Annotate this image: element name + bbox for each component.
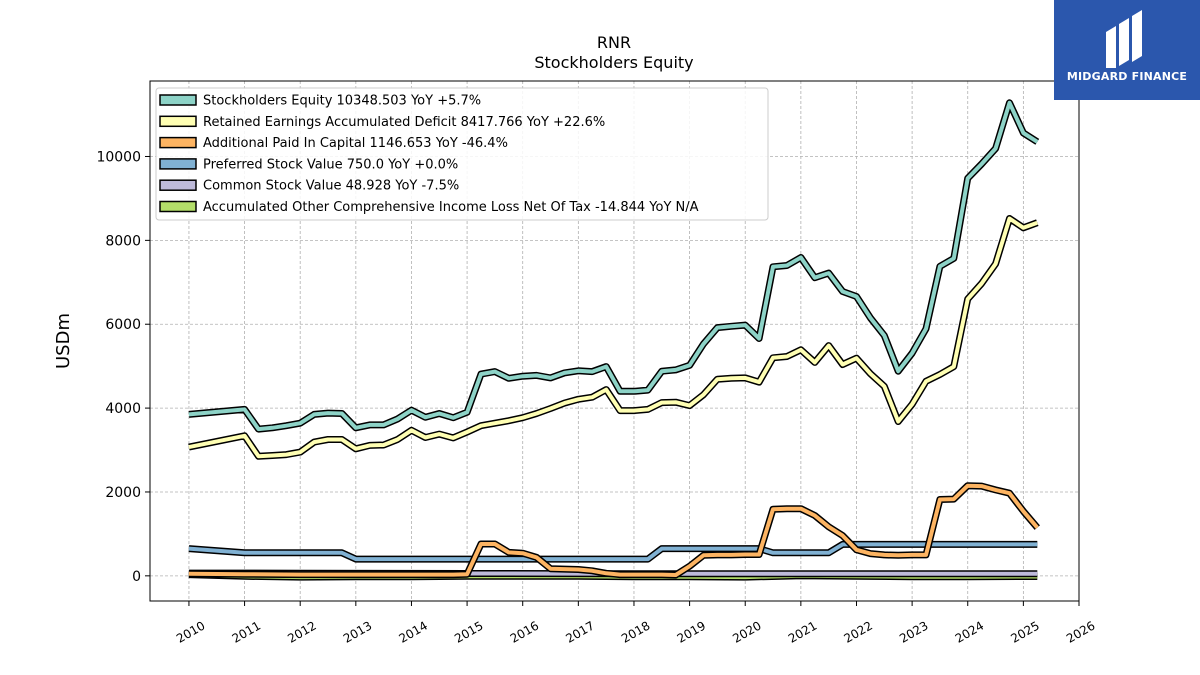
brand-logo: MIDGARD FINANCE (1054, 0, 1200, 100)
legend-label: Additional Paid In Capital 1146.653 YoY … (203, 136, 508, 151)
series-2 (188, 482, 1040, 579)
y-tick-label: 6000 (105, 317, 141, 333)
series-line (188, 216, 1038, 459)
series-layer (188, 99, 1040, 581)
y-tick-label: 10000 (96, 149, 141, 165)
series-3 (188, 540, 1038, 563)
legend-label: Preferred Stock Value 750.0 YoY +0.0% (203, 157, 458, 172)
legend-label: Common Stock Value 48.928 YoY -7.5% (203, 179, 459, 194)
legend: Stockholders Equity 10348.503 YoY +5.7% R… (155, 87, 769, 221)
series-line (188, 542, 1038, 562)
y-tick-label: 8000 (105, 233, 141, 249)
x-tick-label: 2021 (786, 618, 819, 645)
legend-label: Stockholders Equity 10348.503 YoY +5.7% (203, 94, 481, 109)
y-axis: 0 2000 4000 6000 8000 10000 (96, 149, 150, 585)
x-tick-label: 2024 (953, 618, 986, 645)
x-tick-label: 2011 (230, 618, 263, 645)
x-tick-label: 2010 (174, 618, 207, 645)
x-tick-label: 2017 (563, 618, 596, 645)
x-axis: 2010 2011 2012 2013 2014 2015 2016 2017 2018 2019… (174, 601, 1098, 646)
x-tick-label: 2019 (675, 618, 708, 645)
series-line (188, 483, 1039, 577)
logo-text: MIDGARD FINANCE (1066, 70, 1188, 83)
x-tick-label: 2018 (619, 618, 652, 645)
legend-swatch (159, 179, 197, 191)
chart-title: RNR (597, 33, 631, 52)
x-tick-label: 2025 (1008, 618, 1041, 645)
legend-label: Retained Earnings Accumulated Deficit 84… (203, 115, 605, 130)
chart-subtitle: Stockholders Equity (534, 53, 693, 72)
x-tick-label: 2014 (397, 618, 430, 645)
y-axis-label: USDm (53, 313, 74, 369)
series-0 (188, 99, 1040, 433)
x-tick-label: 2016 (508, 618, 541, 645)
legend-swatch (159, 115, 197, 128)
y-tick-label: 2000 (105, 485, 141, 501)
legend-box (155, 87, 769, 221)
y-tick-label: 4000 (105, 401, 141, 417)
legend-swatch (159, 200, 197, 213)
x-tick-label: 2020 (730, 618, 763, 645)
logo-mark-icon (1106, 10, 1142, 68)
legend-swatch (159, 136, 197, 149)
legend-swatch (159, 94, 197, 106)
x-tick-label: 2013 (341, 618, 374, 645)
x-tick-label: 2015 (452, 618, 485, 645)
plot-frame (149, 80, 1080, 602)
x-tick-label: 2023 (897, 618, 930, 645)
x-tick-label: 2026 (1064, 618, 1097, 645)
y-tick-label: 0 (132, 569, 141, 585)
legend-swatch (159, 158, 197, 170)
legend-label: Accumulated Other Comprehensive Income L… (203, 200, 699, 215)
x-tick-label: 2012 (285, 618, 318, 645)
x-tick-label: 2022 (842, 618, 875, 645)
series-line-outline (188, 215, 1039, 460)
series-line (188, 100, 1039, 432)
series-1 (188, 215, 1039, 460)
